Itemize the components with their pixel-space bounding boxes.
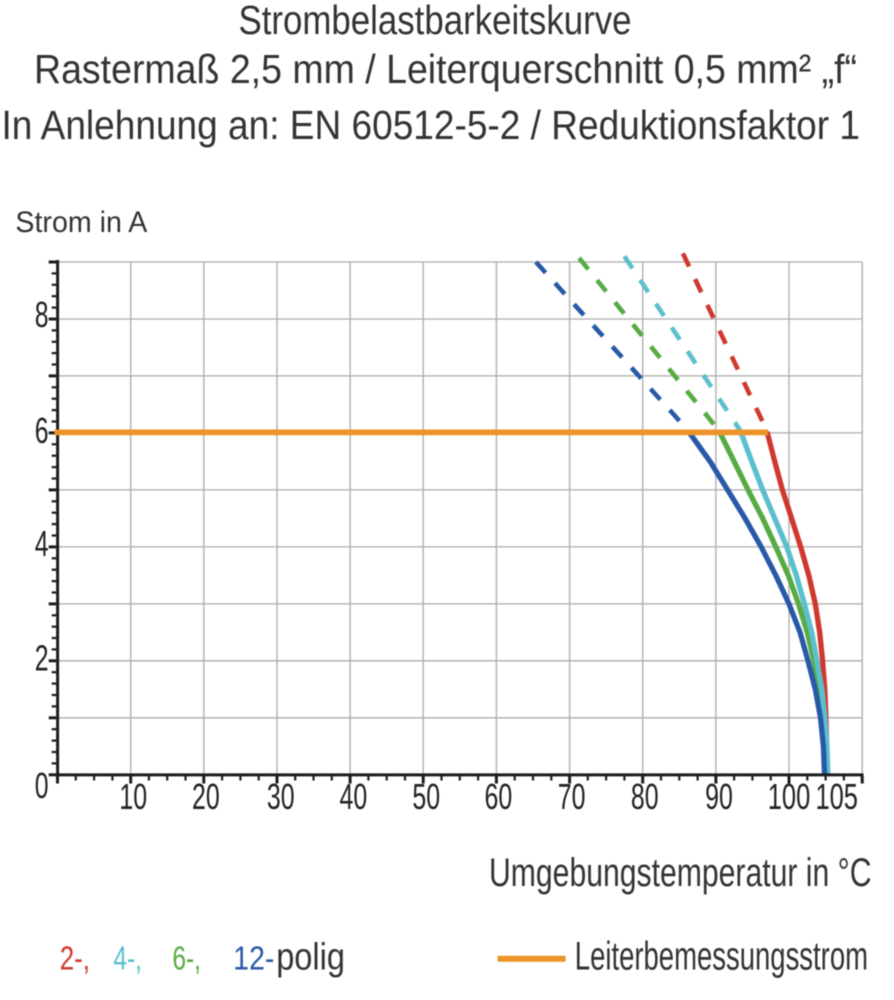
svg-text:Rastermaß 2,5 mm / Leiterquers: Rastermaß 2,5 mm / Leiterquerschnitt 0,5… [34, 46, 857, 92]
svg-text:Leiterbemessungsstrom: Leiterbemessungsstrom [575, 934, 868, 978]
svg-text:In Anlehnung an: EN 60512-5-2: In Anlehnung an: EN 60512-5-2 / Reduktio… [2, 102, 861, 148]
svg-text:90: 90 [705, 776, 733, 817]
svg-text:6-,: 6-, [172, 940, 201, 977]
svg-text:4: 4 [35, 523, 49, 564]
svg-text:30: 30 [267, 776, 295, 817]
svg-text:2-,: 2-, [60, 940, 90, 977]
svg-text:100: 100 [768, 776, 811, 817]
svg-text:70: 70 [558, 776, 586, 817]
svg-text:Umgebungstemperatur in °C: Umgebungstemperatur in °C [489, 851, 872, 895]
svg-text:50: 50 [412, 776, 440, 817]
svg-text:12-: 12- [233, 940, 274, 977]
svg-text:8: 8 [35, 294, 49, 335]
svg-text:polig: polig [276, 937, 345, 979]
svg-text:80: 80 [631, 776, 659, 817]
svg-text:105: 105 [815, 776, 858, 817]
svg-text:2: 2 [35, 637, 49, 678]
svg-text:4-,: 4-, [113, 940, 142, 977]
svg-text:10: 10 [119, 776, 147, 817]
svg-text:Strom in A: Strom in A [15, 206, 147, 239]
svg-text:60: 60 [485, 776, 513, 817]
svg-text:Strombelastbarkeitskurve: Strombelastbarkeitskurve [239, 0, 632, 43]
svg-text:0: 0 [35, 765, 49, 806]
svg-text:20: 20 [192, 776, 220, 817]
svg-text:6: 6 [35, 410, 49, 451]
svg-text:40: 40 [340, 776, 368, 817]
